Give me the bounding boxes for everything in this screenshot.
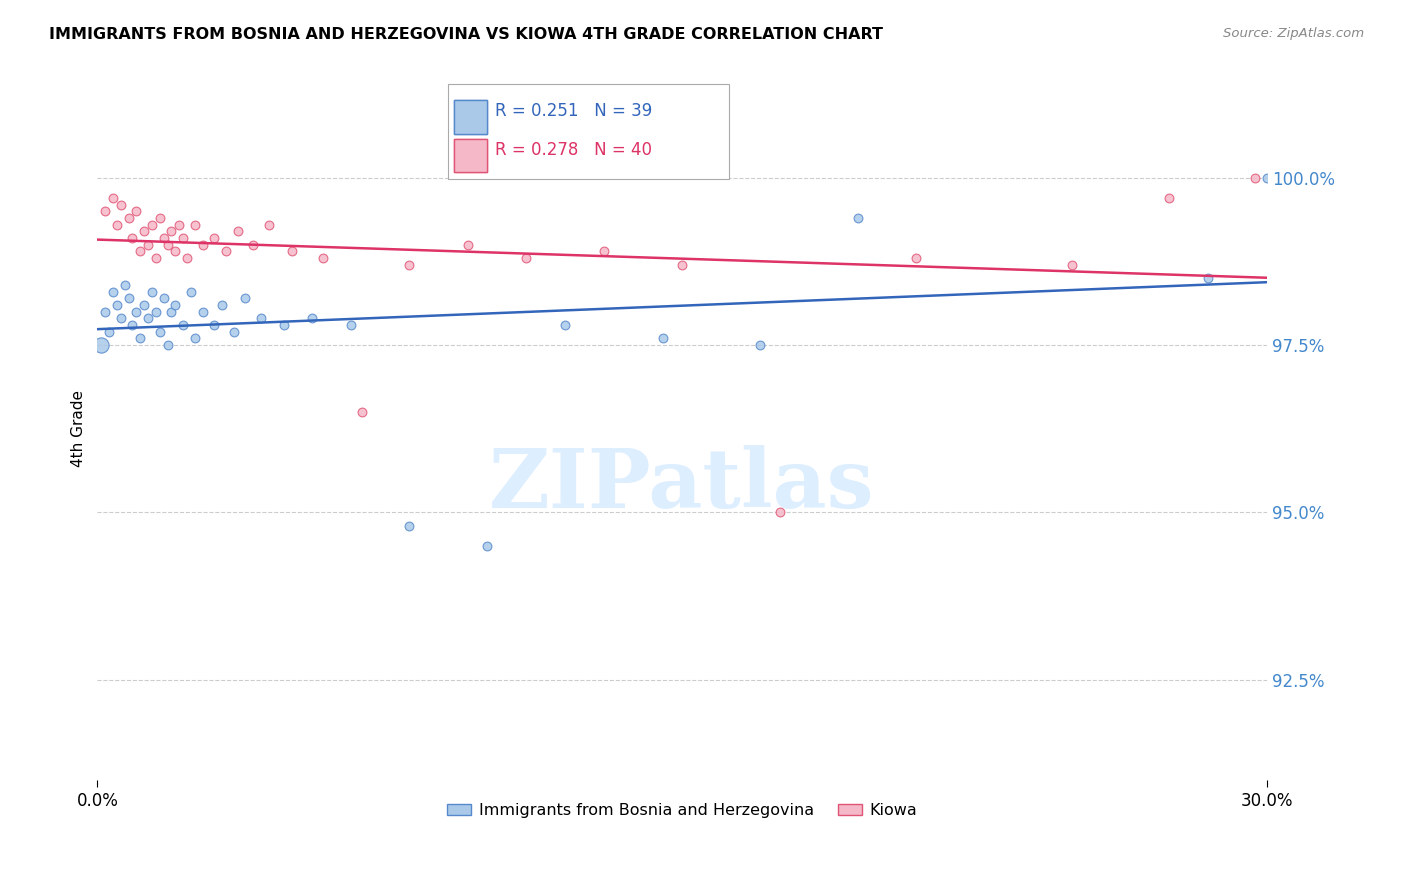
Point <box>172 231 194 245</box>
Legend: Immigrants from Bosnia and Herzegovina, Kiowa: Immigrants from Bosnia and Herzegovina, … <box>440 797 924 825</box>
Point <box>129 331 152 345</box>
Text: R = 0.278   N = 40: R = 0.278 N = 40 <box>495 141 652 159</box>
Point <box>281 244 304 259</box>
Point <box>398 518 420 533</box>
Point <box>1197 271 1219 285</box>
Point <box>114 277 136 292</box>
Point <box>515 251 537 265</box>
Point <box>152 291 174 305</box>
Point <box>202 231 225 245</box>
Point <box>94 204 117 219</box>
Point <box>312 251 335 265</box>
Point <box>117 291 139 305</box>
Point <box>105 298 128 312</box>
Point <box>156 237 179 252</box>
Point <box>145 251 167 265</box>
Point <box>226 224 249 238</box>
Point <box>301 311 323 326</box>
Point <box>257 218 280 232</box>
Point <box>846 211 869 225</box>
Point <box>398 258 420 272</box>
Point <box>105 218 128 232</box>
Point <box>222 325 245 339</box>
Point <box>1060 258 1083 272</box>
Text: R = 0.251   N = 39: R = 0.251 N = 39 <box>495 102 652 120</box>
Point <box>136 237 159 252</box>
Point <box>94 304 117 318</box>
Point <box>215 244 238 259</box>
FancyBboxPatch shape <box>449 85 728 179</box>
Point <box>152 231 174 245</box>
Point <box>165 298 187 312</box>
Point <box>1256 170 1278 185</box>
Point <box>905 251 928 265</box>
Point <box>101 285 124 299</box>
FancyBboxPatch shape <box>454 100 486 134</box>
Text: ZIPatlas: ZIPatlas <box>489 445 875 524</box>
Point <box>202 318 225 332</box>
Point <box>457 237 479 252</box>
Point <box>768 505 790 519</box>
Point <box>149 211 172 225</box>
Point <box>184 218 207 232</box>
Point <box>671 258 693 272</box>
Point <box>145 304 167 318</box>
Point <box>172 318 194 332</box>
Point <box>141 218 163 232</box>
Point <box>250 311 273 326</box>
Point <box>180 285 202 299</box>
Point <box>110 311 132 326</box>
Point <box>134 224 156 238</box>
Point <box>156 338 179 352</box>
Y-axis label: 4th Grade: 4th Grade <box>72 390 86 467</box>
Point <box>90 338 112 352</box>
Point <box>165 244 187 259</box>
Point <box>98 325 121 339</box>
Point <box>191 237 214 252</box>
FancyBboxPatch shape <box>454 138 486 172</box>
Point <box>125 304 148 318</box>
Point <box>651 331 673 345</box>
Point <box>273 318 295 332</box>
Point <box>125 204 148 219</box>
Point <box>593 244 616 259</box>
Point <box>160 224 183 238</box>
Point <box>117 211 139 225</box>
Point <box>149 325 172 339</box>
Point <box>211 298 233 312</box>
Point <box>184 331 207 345</box>
Point <box>339 318 361 332</box>
Point <box>160 304 183 318</box>
Point <box>121 318 143 332</box>
Point <box>352 405 374 419</box>
Text: IMMIGRANTS FROM BOSNIA AND HERZEGOVINA VS KIOWA 4TH GRADE CORRELATION CHART: IMMIGRANTS FROM BOSNIA AND HERZEGOVINA V… <box>49 27 883 42</box>
Text: Source: ZipAtlas.com: Source: ZipAtlas.com <box>1223 27 1364 40</box>
Point <box>554 318 576 332</box>
Point <box>176 251 198 265</box>
Point <box>235 291 257 305</box>
Point <box>242 237 264 252</box>
Point <box>141 285 163 299</box>
Point <box>749 338 772 352</box>
Point <box>129 244 152 259</box>
Point <box>134 298 156 312</box>
Point <box>101 191 124 205</box>
Point <box>121 231 143 245</box>
Point <box>477 539 499 553</box>
Point <box>191 304 214 318</box>
Point <box>136 311 159 326</box>
Point <box>1159 191 1181 205</box>
Point <box>1244 170 1267 185</box>
Point <box>167 218 190 232</box>
Point <box>110 197 132 211</box>
